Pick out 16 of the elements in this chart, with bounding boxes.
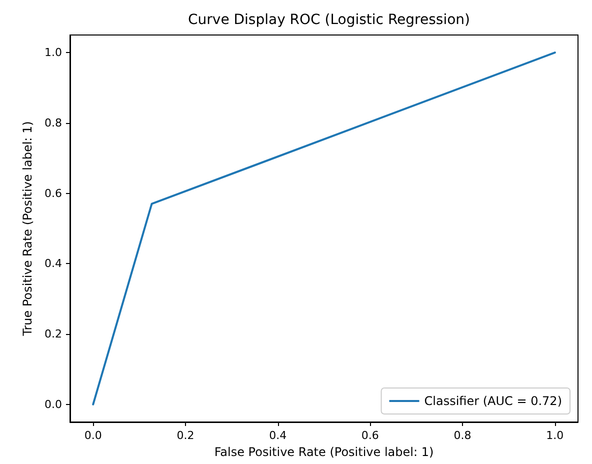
- x-axis-title: False Positive Rate (Positive label: 1): [214, 444, 434, 459]
- chart-title: Curve Display ROC (Logistic Regression): [188, 12, 470, 28]
- x-tick-label: 0.4: [269, 429, 287, 442]
- x-tick-label: 0.8: [454, 429, 472, 442]
- y-axis-title: True Positive Rate (Positive label: 1): [20, 121, 35, 337]
- x-tick-label: 1.0: [546, 429, 564, 442]
- x-tick-label: 0.2: [176, 429, 194, 442]
- y-tick-label: 1.0: [44, 46, 62, 60]
- y-tick-label: 0.6: [44, 186, 62, 200]
- x-tick-label: 0.0: [84, 429, 102, 442]
- y-tick-label: 0.8: [44, 116, 62, 130]
- y-tick-label: 0.2: [44, 328, 62, 341]
- legend-label: Classifier (AUC = 0.72): [424, 394, 562, 408]
- y-tick-label: 0.0: [44, 398, 62, 411]
- y-tick-label: 0.4: [44, 257, 62, 270]
- x-tick-label: 0.6: [361, 429, 379, 442]
